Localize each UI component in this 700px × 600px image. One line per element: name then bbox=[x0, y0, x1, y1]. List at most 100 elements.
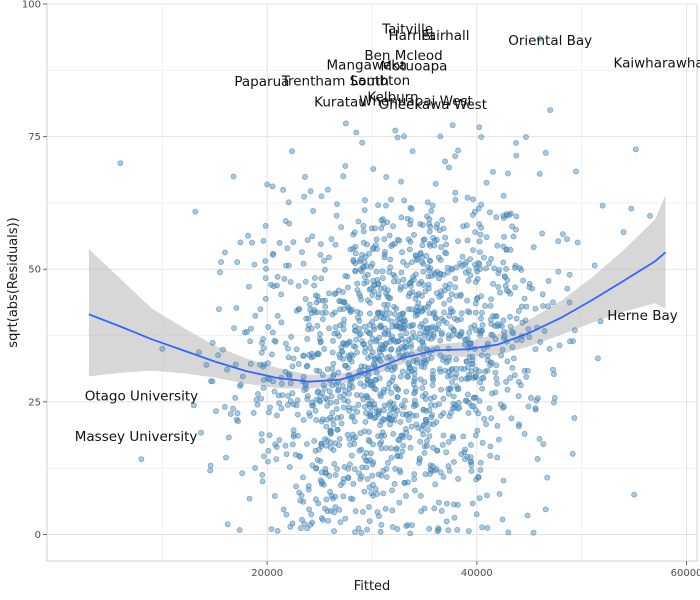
data-point bbox=[500, 477, 507, 484]
data-point bbox=[380, 416, 386, 422]
data-point bbox=[464, 297, 470, 304]
x-tick-label: 20000 bbox=[251, 568, 283, 579]
data-point bbox=[532, 405, 539, 411]
data-point bbox=[258, 437, 265, 444]
data-point bbox=[361, 428, 368, 434]
data-point bbox=[352, 529, 358, 535]
data-point bbox=[224, 366, 230, 373]
data-point bbox=[321, 345, 328, 352]
data-point bbox=[401, 133, 407, 140]
data-point bbox=[486, 260, 492, 267]
data-point bbox=[378, 314, 385, 320]
data-point bbox=[361, 341, 367, 347]
data-point bbox=[293, 402, 300, 409]
data-point bbox=[319, 297, 326, 304]
data-point bbox=[428, 336, 435, 342]
data-point bbox=[218, 259, 224, 265]
data-point bbox=[388, 196, 394, 203]
data-point bbox=[567, 338, 573, 345]
data-point bbox=[340, 404, 347, 411]
data-point bbox=[490, 280, 496, 287]
data-point bbox=[428, 354, 435, 361]
data-point bbox=[269, 329, 276, 336]
data-point bbox=[428, 414, 435, 421]
data-point bbox=[397, 419, 404, 425]
data-point bbox=[230, 405, 236, 412]
data-point bbox=[318, 193, 325, 200]
data-point bbox=[355, 218, 362, 225]
x-tick-label: 60000 bbox=[671, 568, 700, 579]
data-point bbox=[419, 242, 426, 249]
data-point bbox=[469, 500, 476, 507]
data-point bbox=[477, 467, 484, 473]
data-point bbox=[476, 398, 483, 404]
data-point bbox=[487, 302, 494, 309]
data-point bbox=[367, 401, 373, 408]
data-point bbox=[246, 495, 253, 502]
data-point bbox=[377, 323, 384, 330]
data-point bbox=[450, 435, 456, 441]
data-point bbox=[370, 441, 376, 448]
data-point bbox=[493, 375, 500, 382]
data-point bbox=[551, 371, 557, 377]
data-point bbox=[509, 328, 516, 335]
data-point bbox=[338, 413, 344, 420]
data-point bbox=[390, 223, 396, 230]
data-point bbox=[233, 305, 240, 311]
data-point bbox=[513, 213, 520, 220]
data-point bbox=[296, 306, 303, 312]
data-point bbox=[470, 247, 476, 253]
data-point bbox=[483, 421, 489, 428]
data-point bbox=[392, 412, 399, 418]
data-point bbox=[352, 250, 359, 257]
data-point bbox=[273, 412, 280, 419]
data-point bbox=[407, 217, 414, 224]
data-point bbox=[392, 127, 399, 134]
data-point bbox=[323, 423, 330, 430]
data-point bbox=[464, 308, 471, 315]
data-point bbox=[551, 399, 557, 406]
data-point bbox=[266, 432, 273, 438]
data-point bbox=[377, 286, 384, 292]
data-point bbox=[424, 438, 430, 444]
data-point bbox=[476, 249, 483, 255]
data-point bbox=[374, 491, 380, 497]
data-point bbox=[468, 368, 475, 375]
data-point bbox=[411, 231, 417, 238]
data-point bbox=[365, 436, 372, 443]
data-point bbox=[331, 528, 337, 534]
data-point bbox=[386, 353, 393, 360]
data-point bbox=[353, 391, 360, 398]
data-point bbox=[452, 275, 459, 282]
data-point bbox=[403, 388, 410, 395]
data-point bbox=[299, 516, 305, 523]
data-point bbox=[287, 279, 294, 285]
data-point bbox=[313, 417, 320, 423]
data-point bbox=[632, 146, 639, 153]
data-point bbox=[283, 511, 290, 518]
data-point bbox=[250, 409, 257, 416]
data-point bbox=[540, 303, 546, 309]
data-point bbox=[443, 250, 450, 257]
data-point bbox=[336, 436, 343, 442]
data-point bbox=[280, 186, 286, 193]
data-point bbox=[377, 357, 384, 364]
data-point bbox=[488, 360, 495, 366]
data-point bbox=[390, 430, 397, 437]
data-point bbox=[480, 254, 487, 261]
data-point bbox=[377, 528, 384, 535]
data-point bbox=[330, 337, 336, 344]
data-point bbox=[455, 147, 461, 154]
data-point bbox=[372, 486, 379, 492]
data-point bbox=[287, 380, 294, 387]
data-point bbox=[282, 368, 289, 375]
data-point bbox=[332, 472, 339, 478]
data-point bbox=[295, 361, 302, 367]
data-point bbox=[310, 207, 316, 214]
data-point bbox=[426, 526, 433, 532]
data-point bbox=[309, 233, 316, 240]
data-point bbox=[265, 360, 271, 367]
data-point bbox=[258, 395, 265, 402]
data-point bbox=[330, 372, 337, 379]
data-point bbox=[526, 284, 533, 291]
